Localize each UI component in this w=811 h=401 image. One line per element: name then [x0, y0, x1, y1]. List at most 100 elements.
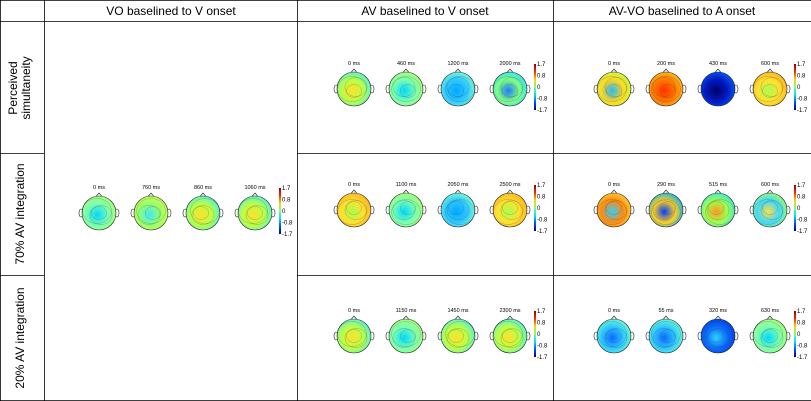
colorbar-label: -0.8	[282, 221, 293, 227]
colorbar-label: -1.7	[282, 232, 293, 238]
time-label: 55 ms	[659, 308, 674, 314]
colorbar	[534, 185, 536, 231]
colorbar-label: 0	[537, 332, 541, 338]
time-label: 320 ms	[709, 308, 727, 314]
time-label: 0 ms	[608, 308, 620, 314]
row-label-20: 20% AV integration	[13, 287, 27, 388]
scalp-map	[182, 192, 224, 231]
colorbar-label: 0	[797, 206, 801, 212]
scalp-map	[749, 315, 791, 354]
colorbar	[794, 311, 796, 357]
colorbar-label: -0.8	[797, 344, 808, 350]
scalp-map	[130, 192, 172, 231]
time-label: 0 ms	[348, 182, 360, 188]
colorbar	[534, 64, 536, 110]
scalp-map	[333, 315, 375, 354]
column-header-diff: AV-VO baselined to A onset	[609, 4, 756, 18]
colorbar-label: 0.8	[537, 195, 546, 201]
colorbar-label: 1.7	[797, 62, 806, 68]
colorbar-label: -1.7	[537, 108, 548, 114]
scalp-map	[697, 68, 739, 107]
colorbar	[279, 188, 281, 234]
scalp-map	[385, 315, 427, 354]
time-label: 430 ms	[709, 61, 727, 67]
panel-vo: 0 ms 760 ms 860 ms 1060 ms 1.7 0.8 0 -0.8 -1.7	[78, 185, 293, 238]
time-label: 2000 ms	[499, 61, 520, 67]
time-label: 630 ms	[761, 308, 779, 314]
colorbar-label: 1.7	[797, 309, 806, 315]
time-label: 860 ms	[194, 185, 212, 191]
scalp-map	[385, 189, 427, 228]
colorbar-label: 1.7	[797, 183, 806, 189]
time-label: 2500 ms	[499, 182, 520, 188]
time-label: 600 ms	[761, 182, 779, 188]
scalp-map	[593, 315, 635, 354]
time-label: 0 ms	[608, 61, 620, 67]
scalp-map	[385, 68, 427, 107]
row-label-line: simultaneity	[19, 56, 33, 119]
colorbar-label: -1.7	[797, 355, 808, 361]
panel-av-perceived: 0 ms 460 ms 1200 ms 2000 ms 1.7 0.8 0 -0.8 -1.7	[333, 61, 548, 114]
time-label: 600 ms	[761, 61, 779, 67]
colorbar-label: -1.7	[797, 229, 808, 235]
column-header-av: AV baselined to V onset	[361, 4, 489, 18]
scalp-map	[697, 315, 739, 354]
scalp-map	[489, 68, 531, 107]
time-label: 290 ms	[657, 182, 675, 188]
column-header-vo: VO baselined to V onset	[106, 4, 236, 18]
colorbar-label: 1.7	[282, 186, 291, 192]
time-label: 1150 ms	[396, 308, 417, 314]
topomap-panels: 0 ms 760 ms 860 ms 1060 ms 1.70.80-0.8-1.70 …	[78, 61, 808, 361]
colorbar-label: 0	[537, 206, 541, 212]
time-label: 760 ms	[142, 185, 160, 191]
colorbar-label: -1.7	[537, 229, 548, 235]
colorbar-label: 0	[797, 85, 801, 91]
row-label-line: Perceived	[6, 61, 20, 114]
colorbar-label: 0	[282, 209, 286, 215]
time-label: 1060 ms	[244, 185, 265, 191]
time-label: 1100 ms	[396, 182, 417, 188]
scalp-map	[489, 315, 531, 354]
row-label-line: 70% AV integration	[13, 163, 27, 264]
row-label-perceived: Perceived simultaneity	[6, 56, 33, 119]
scalp-map	[437, 189, 479, 228]
colorbar	[794, 185, 796, 231]
time-label: 1200 ms	[447, 61, 468, 67]
scalp-map	[489, 189, 531, 228]
colorbar-label: -0.8	[537, 344, 548, 350]
scalp-map	[593, 68, 635, 107]
scalp-map	[234, 192, 276, 231]
scalp-map	[437, 68, 479, 107]
colorbar	[794, 64, 796, 110]
time-label: 2050 ms	[447, 182, 468, 188]
colorbar-label: -0.8	[797, 218, 808, 224]
colorbar-label: 1.7	[537, 309, 546, 315]
time-label: 1450 ms	[447, 308, 468, 314]
colorbar-label: -0.8	[537, 97, 548, 103]
colorbar-label: 0.8	[797, 195, 806, 201]
scalp-map	[645, 68, 687, 107]
time-label: 200 ms	[657, 61, 675, 67]
scalp-map	[749, 68, 791, 107]
scalp-map	[749, 189, 791, 228]
colorbar-label: 0.8	[537, 74, 546, 80]
colorbar-label: 1.7	[537, 183, 546, 189]
colorbar-label: -0.8	[537, 218, 548, 224]
colorbar-label: -1.7	[797, 108, 808, 114]
time-label: 0 ms	[608, 182, 620, 188]
scalp-map	[333, 68, 375, 107]
panel-av-70: 0 ms 1100 ms 2050 ms 2500 ms 1.7 0.8 0 -0.8 -1.7	[333, 182, 548, 235]
colorbar-label: -0.8	[797, 97, 808, 103]
scalp-map	[697, 189, 739, 228]
colorbar	[534, 311, 536, 357]
panel-diff-20: 0 ms 55 ms 320 ms 630 ms 1.7 0.8 0 -0.8 -1.7	[593, 308, 808, 361]
scalp-map	[437, 315, 479, 354]
colorbar-label: -1.7	[537, 355, 548, 361]
colorbar-label: 0.8	[797, 321, 806, 327]
time-label: 0 ms	[93, 185, 105, 191]
colorbar-label: 0.8	[282, 198, 291, 204]
panel-diff-70: 0 ms 290 ms 515 ms 600 ms 1.7 0.8 0 -0.8 -1.7	[593, 182, 808, 235]
colorbar-label: 0	[797, 332, 801, 338]
scalp-map	[645, 315, 687, 354]
